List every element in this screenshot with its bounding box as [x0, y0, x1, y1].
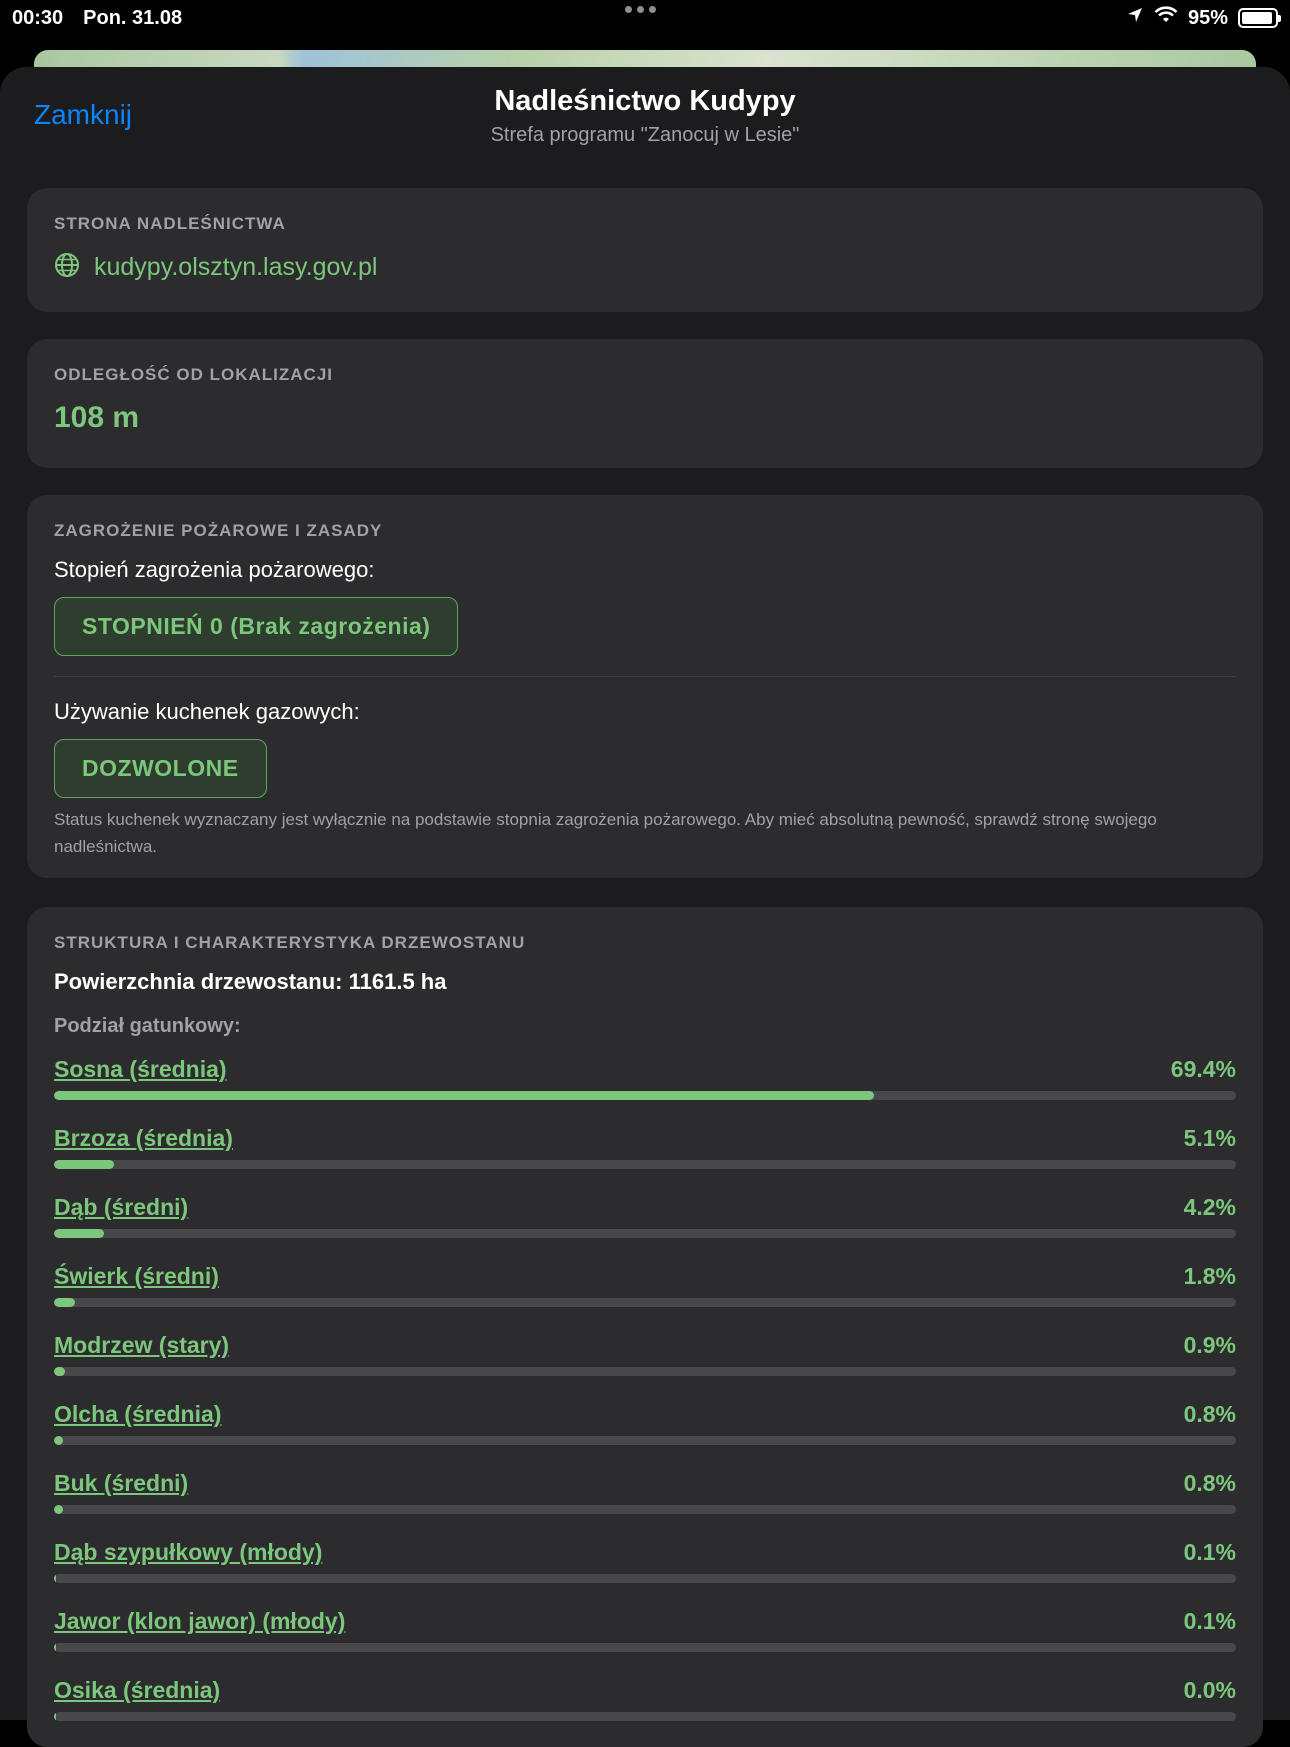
globe-icon — [54, 252, 80, 283]
fire-level-badge: STOPNIEŃ 0 (Brak zagrożenia) — [54, 597, 459, 656]
species-row: Dąb szypułkowy (młody) 0.1% — [54, 1539, 1236, 1608]
distance-card: ODLEGŁOŚĆ OD LOKALIZACJI 108 m — [27, 339, 1263, 468]
close-button[interactable]: Zamknij — [34, 99, 133, 130]
species-percent: 4.2% — [1183, 1194, 1236, 1220]
species-percent: 0.8% — [1183, 1470, 1236, 1496]
species-bar-track — [54, 1298, 1236, 1307]
species-name-link[interactable]: Dąb szypułkowy (młody) — [54, 1539, 323, 1565]
species-heading: Podział gatunkowy: — [54, 1015, 241, 1037]
species-row: Brzoza (średnia) 5.1% — [54, 1125, 1236, 1194]
species-name-link[interactable]: Dąb (średni) — [54, 1194, 189, 1220]
species-bar-track — [54, 1091, 1236, 1100]
website-card: STRONA NADLEŚNICTWA kudypy.olsztyn.lasy.… — [27, 188, 1263, 312]
species-bar-track — [54, 1367, 1236, 1376]
species-name-link[interactable]: Jawor (klon jawor) (młody) — [54, 1608, 346, 1634]
species-bar-track — [54, 1643, 1236, 1652]
species-bar-track — [54, 1229, 1236, 1238]
species-name-link[interactable]: Sosna (średnia) — [54, 1056, 227, 1082]
species-name-link[interactable]: Modrzew (stary) — [54, 1332, 230, 1358]
website-header: STRONA NADLEŚNICTWA — [54, 214, 286, 233]
species-name-link[interactable]: Brzoza (średnia) — [54, 1125, 233, 1151]
status-date: Pon. 31.08 — [83, 6, 183, 29]
species-bar-track — [54, 1436, 1236, 1445]
stand-card: STRUKTURA I CHARAKTERYSTYKA DRZEWOSTANU … — [27, 907, 1263, 1747]
wifi-icon — [1154, 6, 1178, 30]
battery-level — [1242, 12, 1273, 24]
species-row: Dąb (średni) 4.2% — [54, 1194, 1236, 1263]
species-name-link[interactable]: Osika (średnia) — [54, 1677, 221, 1703]
species-row: Buk (średni) 0.8% — [54, 1470, 1236, 1539]
sheet-title: Nadleśnictwo Kudypy — [494, 85, 796, 117]
species-row: Świerk (średni) 1.8% — [54, 1263, 1236, 1332]
species-row: Jawor (klon jawor) (młody) 0.1% — [54, 1608, 1236, 1677]
species-name-link[interactable]: Olcha (średnia) — [54, 1401, 222, 1427]
species-bar-track — [54, 1574, 1236, 1583]
detail-sheet: Zamknij Nadleśnictwo Kudypy Strefa progr… — [0, 67, 1290, 1747]
website-link[interactable]: kudypy.olsztyn.lasy.gov.pl — [54, 252, 1236, 283]
species-bar-track — [54, 1160, 1236, 1169]
location-arrow-icon — [1126, 6, 1144, 30]
species-percent: 0.9% — [1183, 1332, 1236, 1358]
species-bar-fill — [54, 1436, 64, 1445]
species-bar-fill — [54, 1298, 76, 1307]
species-bar-fill — [54, 1643, 56, 1652]
species-list: Sosna (średnia) 69.4% Brzoza (średnia) 5.1%… — [54, 1056, 1236, 1746]
species-bar-fill — [54, 1229, 104, 1238]
status-bar: 00:30 Pon. 31.08 95% — [0, 0, 1290, 36]
species-row: Sosna (średnia) 69.4% — [54, 1056, 1236, 1125]
website-url[interactable]: kudypy.olsztyn.lasy.gov.pl — [94, 253, 378, 281]
stove-label: Używanie kuchenek gazowych: — [54, 699, 360, 724]
stand-area: Powierzchnia drzewostanu: 1161.5 ha — [54, 969, 447, 994]
distance-value: 108 m — [54, 401, 140, 434]
status-time: 00:30 — [12, 6, 64, 29]
species-name-link[interactable]: Buk (średni) — [54, 1470, 189, 1496]
species-bar-fill — [54, 1367, 65, 1376]
sheet-subtitle: Strefa programu "Zanocuj w Lesie" — [490, 124, 800, 146]
fire-card: ZAGROŻENIE POŻAROWE I ZASADY Stopień zag… — [27, 495, 1263, 878]
multitasking-dots-icon[interactable] — [625, 6, 656, 13]
stand-header: STRUKTURA I CHARAKTERYSTYKA DRZEWOSTANU — [54, 933, 526, 952]
species-percent: 0.1% — [1183, 1539, 1236, 1565]
fire-header: ZAGROŻENIE POŻAROWE I ZASADY — [54, 521, 383, 540]
species-bar-fill — [54, 1091, 875, 1100]
species-percent: 69.4% — [1170, 1056, 1236, 1082]
battery-percent: 95% — [1187, 6, 1228, 29]
species-bar-track — [54, 1505, 1236, 1514]
species-row: Osika (średnia) 0.0% — [54, 1677, 1236, 1746]
species-percent: 5.1% — [1183, 1125, 1236, 1151]
species-bar-fill — [54, 1574, 56, 1583]
stove-status-badge: DOZWOLONE — [54, 739, 267, 798]
species-percent: 0.1% — [1183, 1608, 1236, 1634]
species-percent: 0.8% — [1183, 1401, 1236, 1427]
species-name-link[interactable]: Świerk (średni) — [54, 1263, 219, 1289]
species-bar-fill — [54, 1505, 64, 1514]
distance-header: ODLEGŁOŚĆ OD LOKALIZACJI — [54, 365, 333, 384]
species-bar-fill — [54, 1160, 115, 1169]
species-bar-fill — [54, 1712, 56, 1721]
species-row: Olcha (średnia) 0.8% — [54, 1401, 1236, 1470]
fire-level-label: Stopień zagrożenia pożarowego: — [54, 557, 375, 582]
species-percent: 0.0% — [1183, 1677, 1236, 1703]
species-percent: 1.8% — [1183, 1263, 1236, 1289]
species-row: Modrzew (stary) 0.9% — [54, 1332, 1236, 1401]
species-bar-track — [54, 1712, 1236, 1721]
divider — [54, 676, 1236, 677]
stove-note: Status kuchenek wyznaczany jest wyłączni… — [54, 810, 1157, 856]
battery-icon — [1238, 8, 1281, 28]
